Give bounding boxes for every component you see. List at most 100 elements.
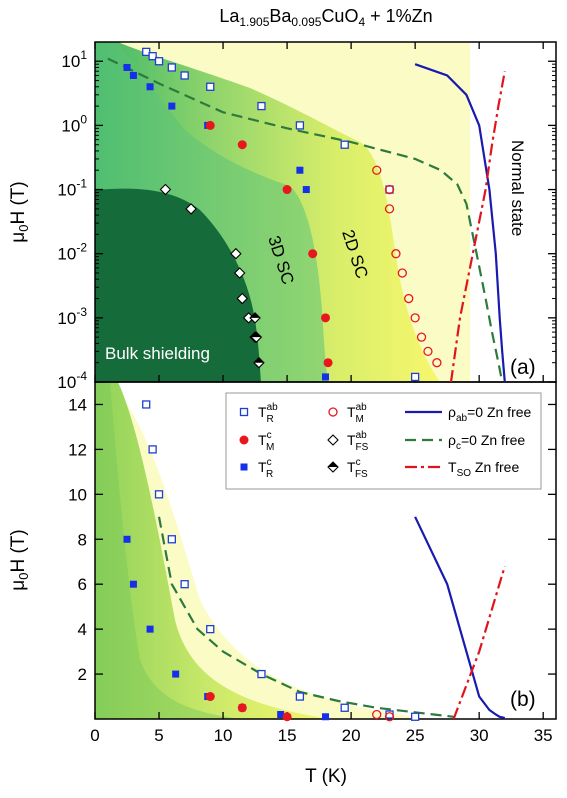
line-tso: [452, 565, 506, 719]
point-TR_c: [146, 625, 154, 633]
y-tick-label: 6: [78, 575, 87, 594]
legend-marker-TM_c: [239, 435, 249, 445]
legend-label-TFS_ab: Tab FS: [347, 430, 369, 453]
point-TM_ab: [384, 184, 395, 195]
point-TR_c: [129, 71, 137, 79]
panel-a-lines: [107, 57, 506, 382]
line-tso: [449, 71, 506, 382]
x-axis-label: T (K): [305, 766, 347, 787]
point-TR_ab: [410, 712, 420, 721]
point-TM_ab: [372, 709, 382, 720]
y-tick-label: 10-3: [57, 305, 87, 328]
point-TR_c: [129, 580, 137, 588]
point-TM_ab: [410, 313, 420, 323]
point-TM_ab: [404, 293, 414, 304]
line-rho_c: [107, 57, 504, 382]
panel-a: [95, 42, 556, 382]
y-axis-label-b: μ0H (T): [8, 529, 31, 590]
y-tick-label: 12: [68, 440, 87, 459]
point-TM_c: [237, 703, 247, 713]
legend-item-TR_c: Tc R: [240, 457, 273, 480]
point-TM_c: [205, 692, 215, 702]
y-tick-label: 10: [68, 485, 87, 504]
point-TR_c: [172, 670, 180, 678]
point-TFS_ab: [233, 267, 246, 279]
y-tick-label: 10-4: [57, 369, 87, 392]
point-TR_ab: [257, 669, 266, 679]
x-tick-label: 20: [342, 726, 361, 745]
legend-marker-TM_ab: [328, 407, 338, 417]
x-tick-label: 5: [154, 726, 163, 745]
point-TFS_c-fill: [250, 312, 261, 318]
point-TM_ab: [397, 268, 407, 278]
point-TR_c: [296, 166, 304, 174]
point-TM_c: [282, 185, 292, 195]
legend-box: [225, 392, 542, 490]
point-TFS_ab: [236, 292, 249, 305]
point-TFS_c: [253, 356, 265, 369]
y-tick-label: 14: [68, 395, 87, 414]
point-TFS_ab: [230, 247, 242, 260]
legend-item-TFS_c: Tc FS: [327, 457, 368, 480]
point-TR_c: [123, 535, 131, 543]
chart-title: La1.905Ba0.095CuO4 + 1%Zn: [219, 6, 432, 29]
point-TM_c: [323, 358, 333, 368]
point-TM_c: [282, 712, 292, 722]
y-tick-label: 10-1: [57, 177, 87, 200]
line-rho_ab: [414, 63, 506, 382]
x-tick-label: 10: [214, 726, 233, 745]
point-TR_c: [322, 373, 329, 381]
legend-label-TR_ab: Tab R: [258, 402, 278, 425]
y-axis-label-a: μ0H (T): [8, 181, 31, 242]
point-TR_ab: [142, 47, 151, 57]
point-TR_ab: [340, 140, 349, 149]
point-TM_ab: [372, 165, 382, 175]
legend-item-TM_c: Tc M: [239, 430, 274, 453]
legend-label-TM_ab: Tab M: [347, 402, 367, 425]
x-tick-label: 30: [470, 726, 489, 745]
point-TR_ab: [410, 372, 420, 382]
panel-a-tag: (a): [510, 356, 536, 379]
point-TR_ab: [385, 710, 394, 719]
point-TR_ab: [257, 101, 266, 111]
legend-marker-TFS_c-fill: [328, 462, 338, 467]
point-TM_ab: [423, 346, 433, 357]
point-TR_ab: [142, 400, 151, 409]
legend-label-rho_c: ρc=0 Zn free: [448, 432, 525, 452]
label-normal-state: Normal state: [508, 140, 527, 236]
legend-marker-TR_c: [240, 463, 248, 471]
point-TR_ab: [206, 624, 215, 634]
legend-marker-TFS_c: [327, 461, 339, 473]
point-TR_ab: [148, 52, 157, 61]
x-tick-label: 15: [278, 726, 297, 745]
point-TFS_ab: [185, 203, 197, 215]
point-TM_c: [321, 313, 330, 323]
point-TR_ab: [340, 703, 349, 712]
point-TFS_c: [250, 331, 263, 343]
x-tick-label: 25: [406, 726, 425, 745]
panel-b-markers: [123, 400, 420, 722]
point-TR_ab: [295, 692, 305, 701]
point-TR_ab: [167, 63, 176, 72]
point-TR_ab: [167, 535, 176, 544]
region-b-sc: [95, 382, 330, 719]
point-TFS_c-fill: [251, 332, 262, 338]
legend-marker-TFS_ab: [327, 434, 339, 446]
point-TR_c: [322, 713, 329, 721]
point-TM_ab: [384, 712, 395, 722]
y-tick-label: 10-2: [57, 241, 87, 264]
legend-marker-TR_ab: [239, 407, 249, 417]
point-TR_c: [302, 186, 310, 194]
point-TM_ab: [432, 358, 442, 368]
legend-item-TM_ab: Tab M: [328, 402, 367, 425]
point-TFS_c-fill: [253, 357, 264, 363]
y-tick-label: 101: [61, 48, 87, 71]
x-tick-label: 35: [534, 726, 553, 745]
point-TR_c: [168, 102, 176, 110]
line-rho_c: [157, 516, 454, 718]
point-TM_ab: [416, 332, 427, 342]
point-TFS_c: [249, 312, 261, 324]
point-TM_ab: [384, 204, 395, 214]
x-tick-label: 0: [90, 726, 99, 745]
point-TM_c: [237, 140, 247, 150]
